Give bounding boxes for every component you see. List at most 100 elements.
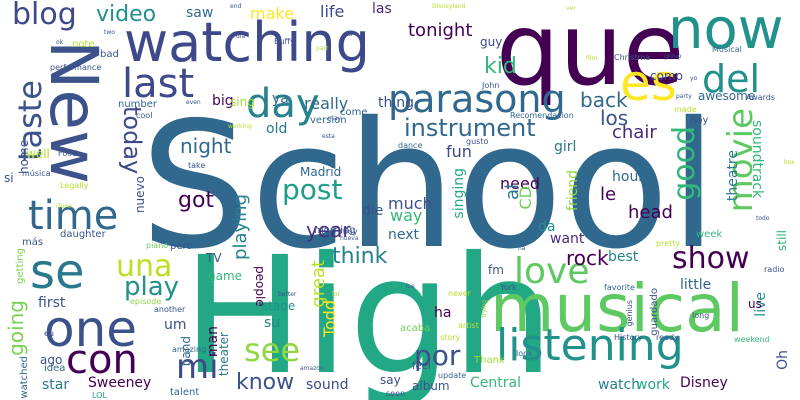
- word-performance: performance: [50, 63, 102, 72]
- word-say: say: [380, 373, 401, 387]
- word-musica: música: [22, 169, 51, 178]
- word-new: New: [35, 40, 112, 184]
- word-first: first: [38, 295, 66, 311]
- word-singing: singing: [451, 168, 467, 219]
- word-one: one: [44, 300, 138, 358]
- word-end: end: [230, 3, 242, 10]
- word-another: another: [154, 305, 186, 314]
- word-bad: bad: [100, 49, 119, 60]
- word-lot: lot: [332, 291, 340, 298]
- word-awards: Awards: [746, 93, 775, 102]
- word-friend: friend: [565, 170, 581, 211]
- word-note: note: [72, 39, 95, 50]
- word-theater: theater: [217, 332, 231, 377]
- word-ice: ice: [406, 283, 415, 290]
- word-really: really: [304, 94, 349, 113]
- word-ok: ok: [56, 39, 64, 46]
- word-acaba: acaba: [400, 323, 431, 334]
- word-todo: todo: [756, 215, 770, 222]
- word-awesome: awesome: [698, 89, 756, 103]
- word-sound: sound: [306, 377, 349, 393]
- word-die: die: [362, 203, 384, 219]
- word-soundtrack: soundtrack: [749, 120, 765, 199]
- word-hour: hour: [612, 169, 645, 185]
- word-artist: artist: [458, 321, 479, 330]
- word-school: School: [140, 85, 718, 288]
- word-pero: pero: [170, 241, 193, 252]
- word-por: por: [414, 339, 461, 372]
- word-radio: radio: [764, 265, 785, 274]
- word-hoy: hoy: [690, 115, 709, 126]
- word-dia: día: [236, 33, 246, 40]
- word-best: best: [608, 249, 639, 265]
- word-show: show: [672, 241, 750, 276]
- word-play: play: [124, 272, 180, 302]
- word-think: think: [332, 244, 388, 269]
- word-talent: talent: [170, 387, 200, 398]
- word-theatre: theatre: [725, 150, 741, 202]
- word-buffy: Buffy: [274, 37, 295, 46]
- word-video: video: [96, 2, 157, 27]
- word-better: better: [278, 291, 297, 298]
- word-make: make: [250, 4, 294, 23]
- word-ver: ver: [566, 5, 576, 12]
- word-john: John: [482, 81, 500, 90]
- word-day: day: [246, 81, 320, 127]
- word-going: going: [4, 300, 28, 356]
- word-see: see: [244, 331, 301, 369]
- word-eu: eu: [44, 329, 54, 338]
- word-story: story: [440, 333, 461, 342]
- word-watch: watch: [598, 377, 641, 393]
- word-now: now: [668, 0, 784, 62]
- word-work: work: [636, 377, 670, 393]
- word-ago: ago: [40, 353, 63, 367]
- word-mi: mi: [176, 347, 219, 387]
- word-much: much: [388, 194, 433, 213]
- word-ready: ready: [656, 333, 679, 342]
- word-sing: sing: [230, 95, 255, 109]
- word-stage: stage: [262, 299, 296, 313]
- word-old: old: [266, 121, 288, 137]
- word-su: su: [264, 315, 281, 331]
- word-thank: Thank: [474, 355, 505, 366]
- word-look: look: [516, 349, 533, 358]
- word-long: long: [692, 311, 710, 320]
- word-tonight: tonight: [408, 20, 473, 41]
- word-fun: fun: [446, 142, 472, 161]
- word-se: se: [30, 244, 85, 300]
- word-madrid: Madrid: [300, 165, 342, 179]
- word-two: two: [104, 29, 115, 36]
- word-box: box: [784, 159, 795, 166]
- word-um: um: [164, 317, 187, 333]
- word-musical-small: Musical: [712, 45, 742, 54]
- word-ha: ha: [434, 305, 452, 321]
- word-christma: Christma: [614, 53, 651, 62]
- word-watching: watching: [124, 11, 370, 74]
- word-central: Central: [470, 375, 521, 391]
- word-genius: genius: [625, 300, 634, 327]
- word-film: film: [586, 55, 598, 62]
- word-disneyland: Disneyland: [432, 3, 466, 10]
- word-want: want: [550, 231, 585, 247]
- word-number: number: [118, 99, 158, 110]
- word-nuevo: nuevo: [133, 176, 147, 214]
- word-si: si: [4, 171, 14, 185]
- word-weekend: weekend: [734, 335, 770, 344]
- word-dance: dance: [398, 141, 423, 150]
- word-time: time: [28, 193, 119, 239]
- word-gusto: gusto: [466, 137, 489, 146]
- word-pretty: pretty: [656, 239, 681, 248]
- word-may: may: [328, 115, 342, 122]
- word-girl: girl: [554, 139, 577, 155]
- word-ya: ya: [272, 91, 289, 107]
- word-tu: tu: [346, 31, 353, 38]
- word-es: es: [620, 54, 677, 112]
- word-chair: chair: [612, 122, 657, 143]
- word-tv: TV: [206, 251, 222, 265]
- word-seen: seen: [386, 389, 406, 398]
- word-never: never: [448, 289, 471, 298]
- word-got: got: [178, 188, 215, 213]
- word-todd: Todd: [320, 300, 339, 338]
- word-esta: esta: [322, 133, 335, 140]
- word-party: party: [676, 93, 692, 100]
